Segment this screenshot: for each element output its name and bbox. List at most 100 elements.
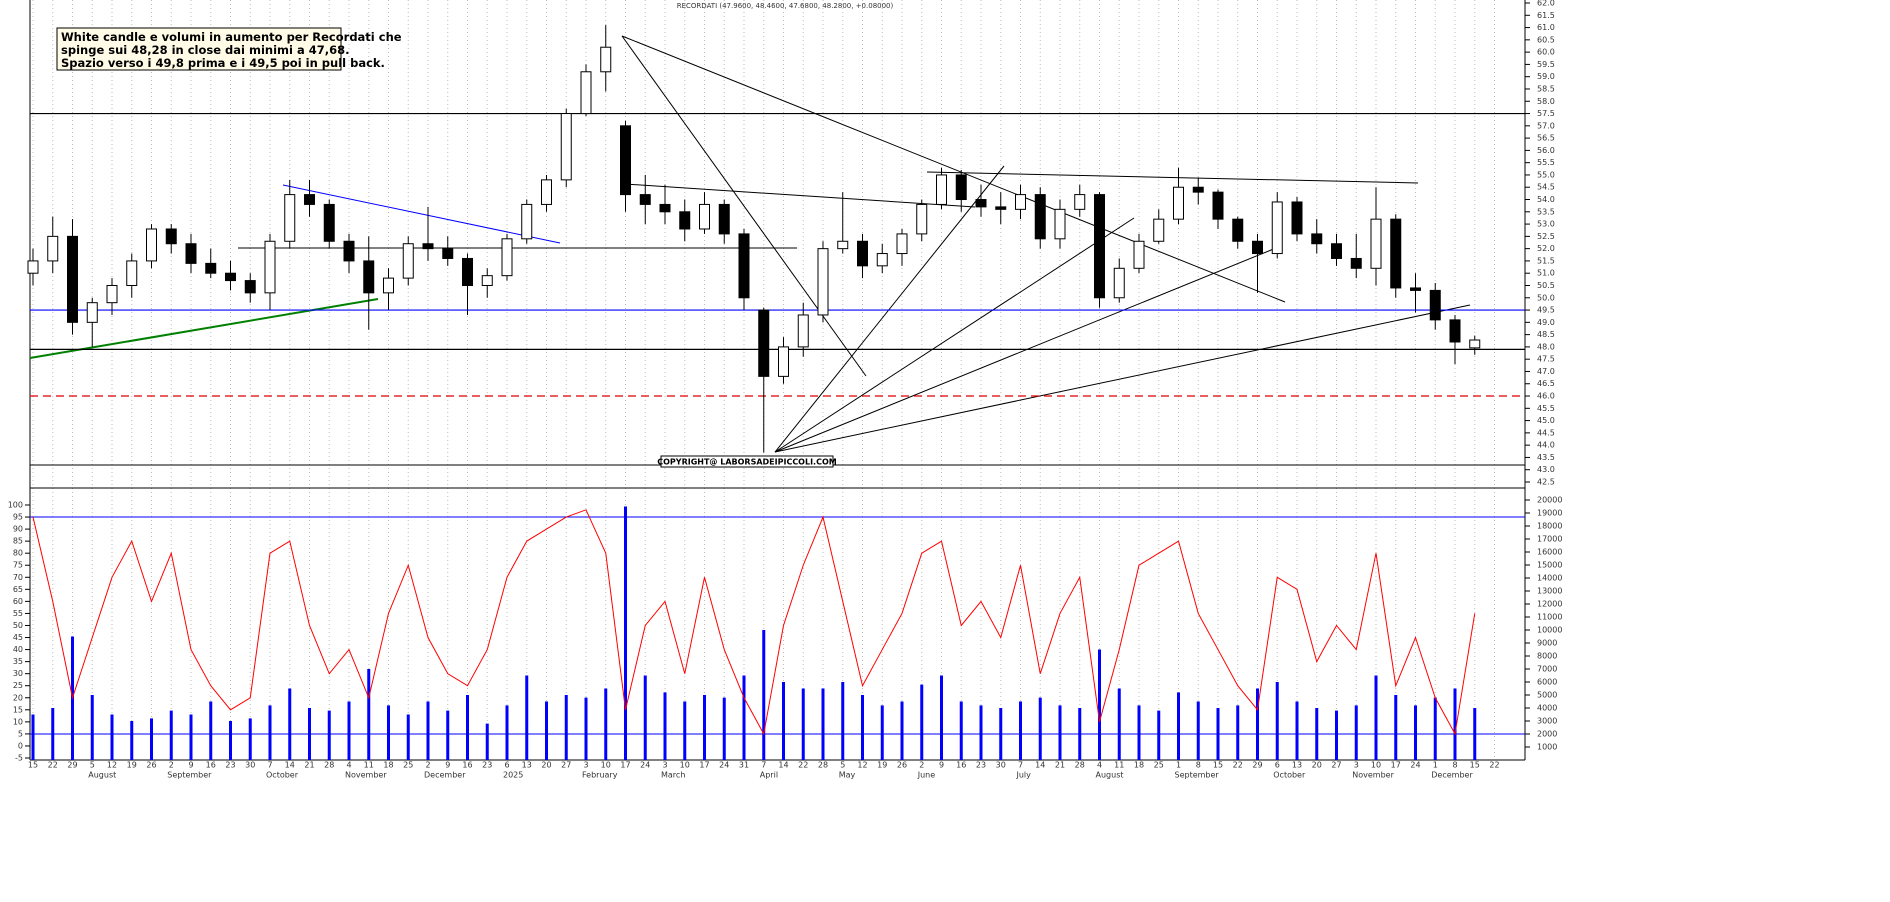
- volume-bar: [564, 695, 568, 760]
- y2-tick-label: 11000: [1537, 613, 1562, 622]
- x-tick-label: 20: [1312, 761, 1322, 770]
- x-tick-label: 16: [206, 761, 216, 770]
- x-tick-label: 3: [662, 761, 667, 770]
- y-tick-label: 52.0: [1537, 244, 1555, 253]
- month-label: September: [167, 771, 212, 780]
- x-tick-label: 12: [107, 761, 117, 770]
- candle-body: [481, 275, 493, 286]
- candle-body: [225, 272, 236, 282]
- x-tick-label: 17: [1391, 761, 1401, 770]
- y-tick-label: -5: [15, 754, 23, 763]
- y-tick-label: 60.5: [1537, 35, 1555, 44]
- volume-bar: [1275, 682, 1279, 760]
- candle-body: [1113, 267, 1125, 299]
- candle-body: [462, 257, 473, 286]
- candle-body: [955, 174, 967, 201]
- x-tick-label: 15: [1213, 761, 1223, 770]
- x-tick-label: 14: [1035, 761, 1045, 770]
- volume-bar: [525, 675, 529, 760]
- candle-body: [1034, 194, 1046, 240]
- y-tick-label: 50.5: [1537, 281, 1555, 290]
- month-label: November: [1352, 771, 1394, 780]
- volume-bar: [110, 714, 114, 760]
- volume-bar: [1295, 701, 1299, 760]
- x-tick-label: 14: [285, 761, 295, 770]
- candle-body: [1074, 194, 1086, 210]
- x-tick-label: 19: [877, 761, 887, 770]
- y-tick-label: 45.5: [1537, 404, 1555, 413]
- y-tick-label: 55.0: [1537, 170, 1555, 179]
- candle-body: [67, 235, 78, 323]
- y-tick-label: 90: [13, 525, 23, 534]
- x-tick-label: 9: [445, 761, 450, 770]
- volume-bar: [1216, 708, 1220, 760]
- y2-tick-label: 3000: [1537, 717, 1557, 726]
- x-tick-label: 11: [364, 761, 374, 770]
- candle-body: [580, 71, 592, 115]
- y-tick-label: 25: [13, 681, 23, 690]
- x-tick-label: 16: [956, 761, 966, 770]
- x-tick-label: 31: [739, 761, 749, 770]
- volume-bar: [782, 682, 785, 760]
- x-tick-label: 28: [324, 761, 334, 770]
- candle-body: [1153, 218, 1165, 242]
- candle-body: [1173, 186, 1184, 220]
- volume-bar: [1256, 688, 1259, 760]
- y2-tick-label: 9000: [1537, 639, 1557, 648]
- volume-bar: [150, 718, 153, 760]
- y-tick-label: 44.0: [1537, 441, 1555, 450]
- candle-body: [1094, 194, 1105, 299]
- month-label: December: [1431, 771, 1473, 780]
- volume-bar: [327, 710, 331, 760]
- candle-body: [659, 203, 671, 213]
- y-tick-label: 35: [13, 657, 23, 666]
- trendline: [282, 184, 561, 244]
- x-tick-label: 23: [976, 761, 986, 770]
- month-label: August: [1096, 771, 1124, 780]
- x-tick-label: 30: [245, 761, 255, 770]
- y-tick-label: 46.5: [1537, 379, 1555, 388]
- volume-bar: [505, 705, 509, 760]
- x-tick-label: 3: [1354, 761, 1359, 770]
- y2-tick-label: 19000: [1537, 509, 1562, 518]
- trendline: [621, 35, 867, 377]
- volume-bar: [1137, 705, 1141, 760]
- x-tick-label: 8: [1196, 761, 1201, 770]
- candle-body: [1469, 339, 1481, 349]
- y-tick-label: 48.0: [1537, 342, 1555, 351]
- y-tick-label: 56.0: [1537, 146, 1555, 155]
- volume-bar: [920, 684, 924, 760]
- volume-bar: [288, 688, 292, 760]
- y2-tick-label: 8000: [1537, 652, 1557, 661]
- y2-tick-label: 2000: [1537, 730, 1557, 739]
- candle-body: [1133, 240, 1145, 269]
- volume-bar: [663, 692, 667, 760]
- y-tick-label: 65: [13, 585, 23, 594]
- x-tick-label: 7: [761, 761, 766, 770]
- y-tick-label: 51.0: [1537, 269, 1555, 278]
- x-tick-label: 20: [541, 761, 551, 770]
- candle-body: [1252, 240, 1263, 255]
- candle-body: [620, 125, 631, 196]
- x-tick-label: 13: [1292, 761, 1302, 770]
- y-tick-label: 59.0: [1537, 72, 1555, 81]
- x-tick-label: 27: [561, 761, 571, 770]
- y2-tick-label: 17000: [1537, 535, 1562, 544]
- candle-body: [837, 240, 849, 250]
- trendline: [29, 298, 379, 359]
- candle-body: [600, 46, 612, 73]
- volume-bar: [209, 701, 213, 760]
- x-tick-label: 3: [583, 761, 588, 770]
- volume-bar: [1196, 701, 1200, 760]
- volume-bar: [979, 705, 983, 760]
- y-tick-label: 30: [13, 669, 23, 678]
- volume-bar: [1117, 688, 1121, 760]
- candle-body: [304, 194, 315, 205]
- volume-bar: [268, 705, 272, 760]
- x-tick-label: 22: [1233, 761, 1243, 770]
- volume-bar: [940, 675, 943, 760]
- x-tick-label: 2: [425, 761, 430, 770]
- candle-body: [699, 203, 710, 230]
- y-tick-label: 58.0: [1537, 97, 1555, 106]
